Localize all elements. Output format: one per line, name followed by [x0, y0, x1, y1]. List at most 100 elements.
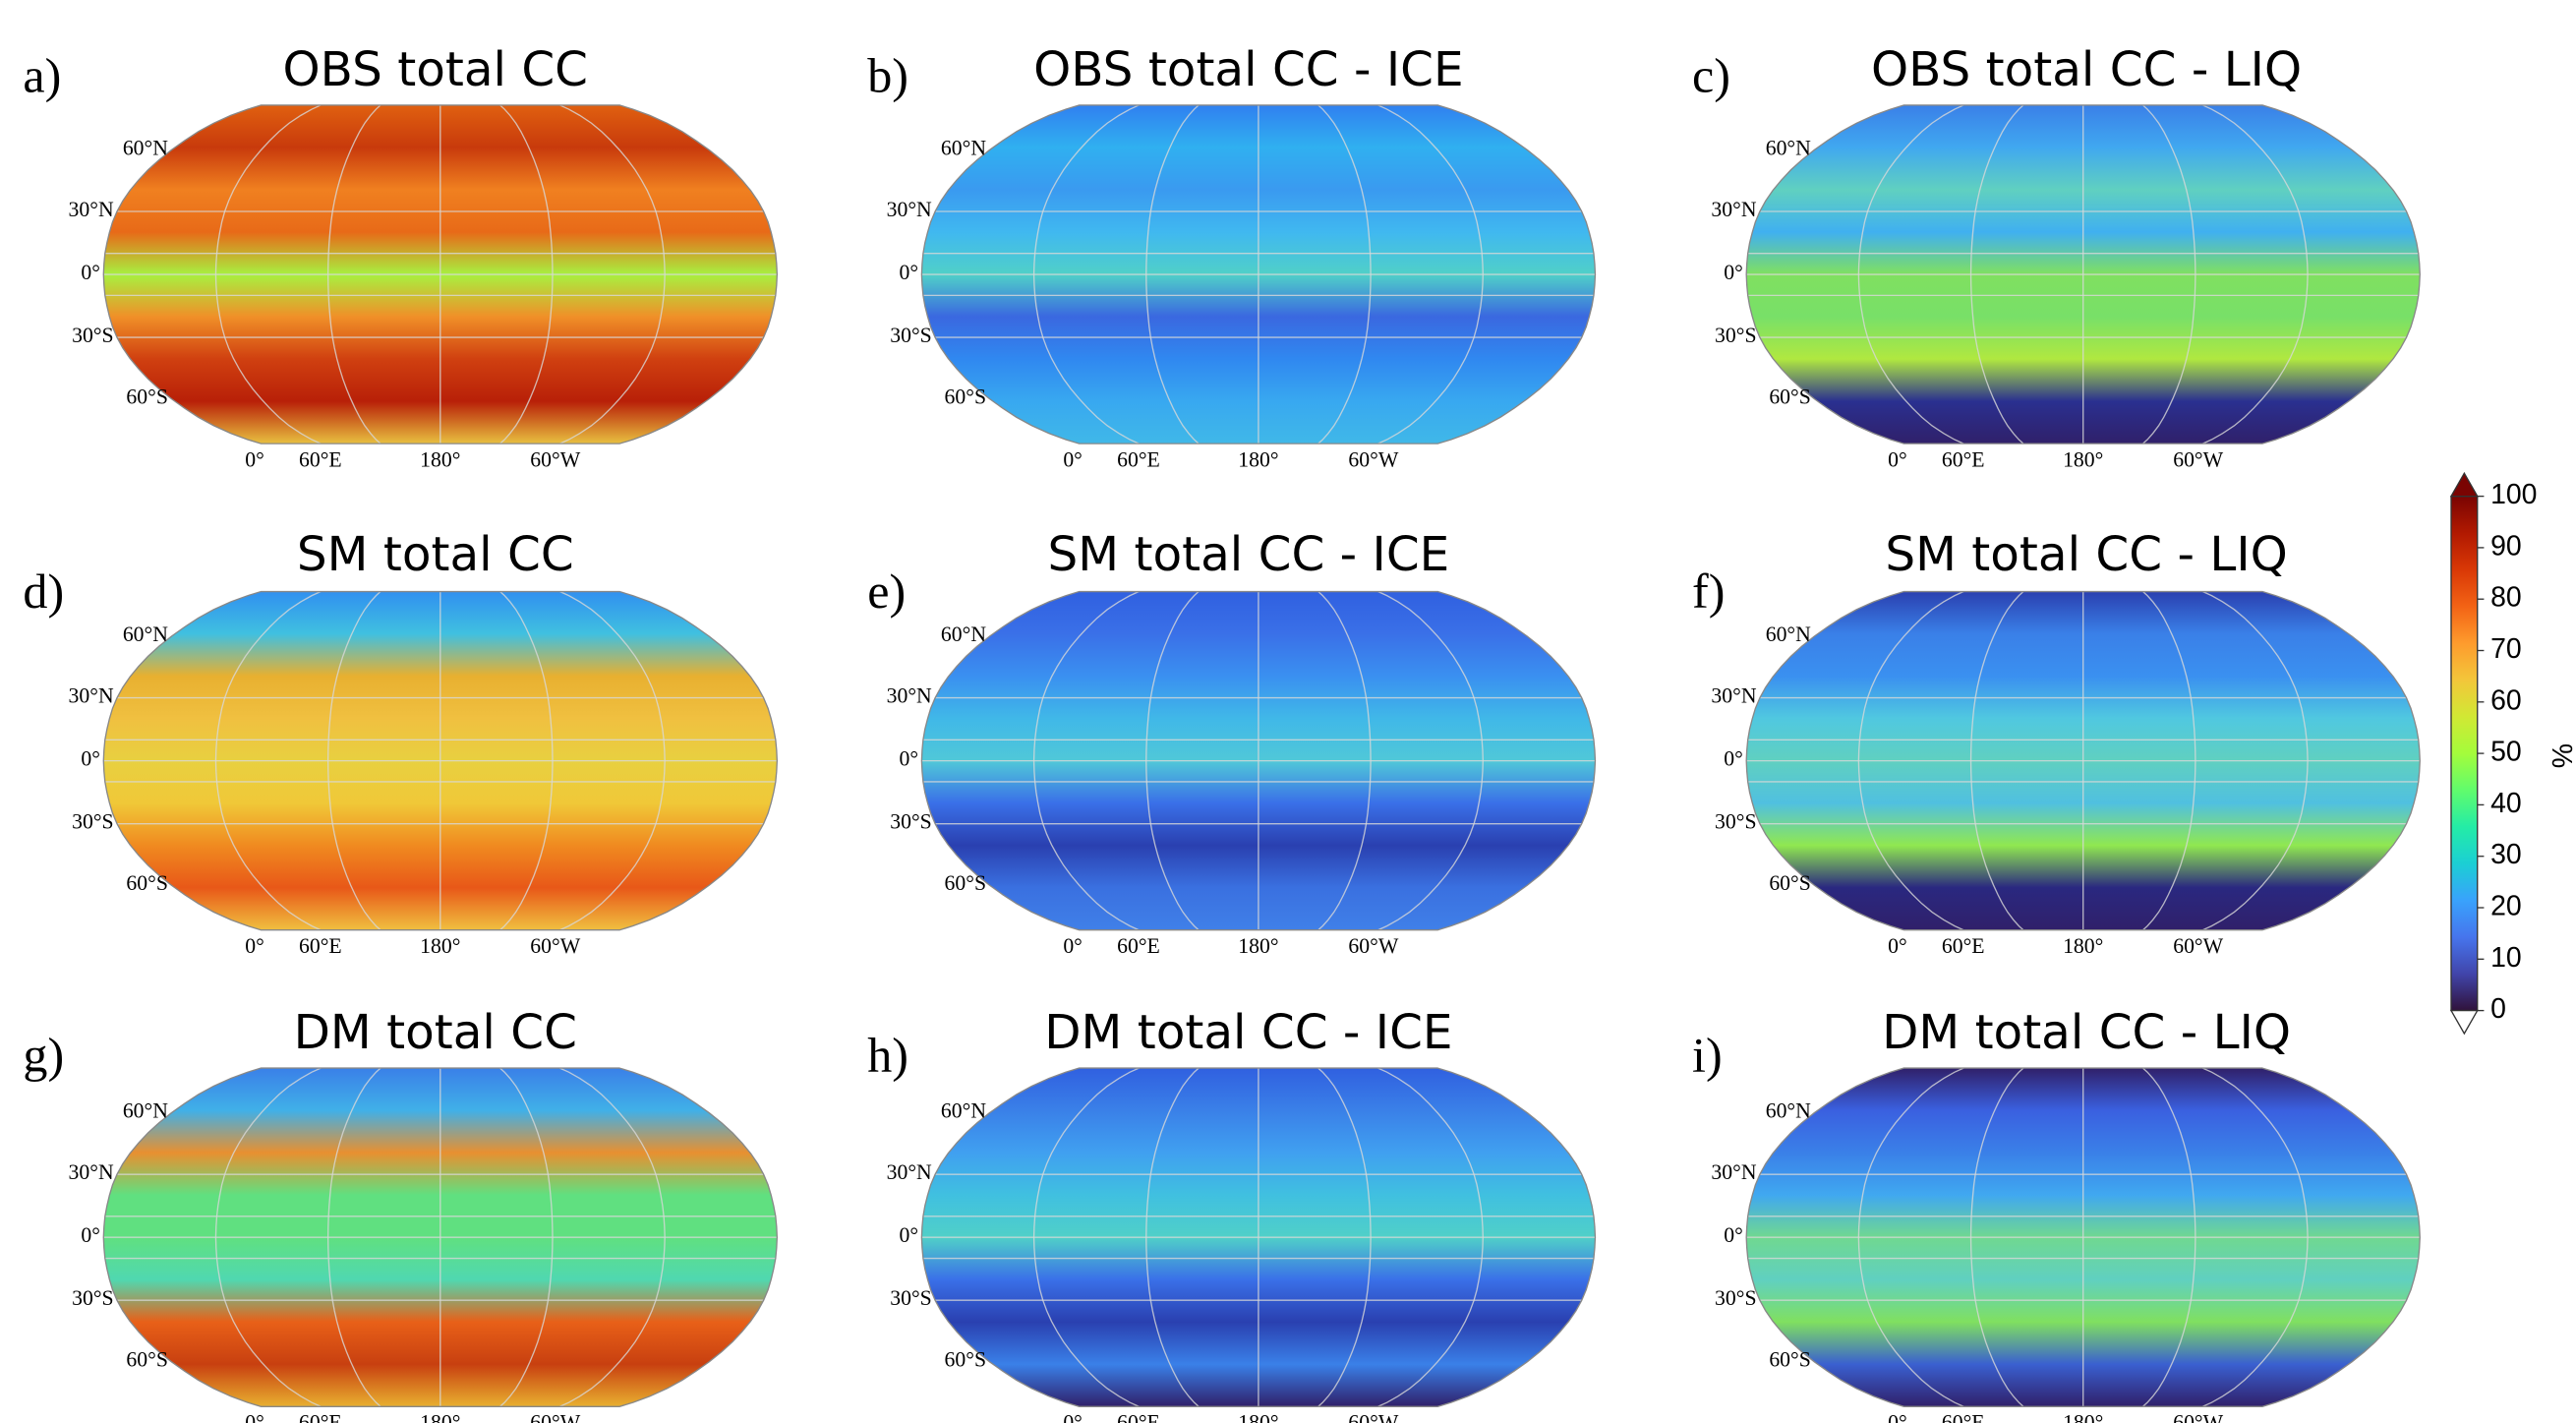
lat-label: 0° — [900, 747, 919, 771]
lat-label: 60°S — [126, 871, 167, 895]
lon-label: 60°E — [1117, 448, 1160, 472]
lat-label: 60°N — [1766, 1099, 1811, 1123]
lat-label: 30°S — [1715, 324, 1756, 347]
lat-label: 60°N — [123, 623, 168, 646]
lon-label: 60°E — [299, 448, 342, 472]
lat-label: 30°S — [1715, 810, 1756, 834]
lon-label: 0° — [1063, 934, 1083, 958]
panel-title: SM total CC - LIQ — [1885, 527, 2287, 582]
lat-label: 60°S — [1769, 871, 1810, 895]
panel-label: e) — [867, 563, 906, 619]
colorbar-tick-label: 50 — [2490, 737, 2522, 768]
lon-label: 180° — [2063, 1411, 2103, 1423]
lat-label: 0° — [81, 747, 100, 771]
lon-label: 0° — [245, 448, 264, 472]
lat-label: 30°S — [72, 1286, 113, 1310]
lon-label: 0° — [245, 1411, 264, 1423]
lon-label: 0° — [1888, 448, 1907, 472]
panel-label: h) — [867, 1027, 908, 1082]
lat-label: 60°S — [945, 871, 986, 895]
lat-label: 0° — [1724, 1223, 1743, 1247]
map-panel — [921, 592, 1595, 930]
lat-label: 30°S — [72, 810, 113, 834]
panel-label: a) — [23, 48, 61, 103]
map-panel — [921, 105, 1595, 444]
lat-label: 30°N — [69, 684, 114, 708]
lon-label: 180° — [420, 934, 460, 958]
lon-label: 60°E — [1942, 934, 1985, 958]
lat-label: 30°S — [890, 1286, 931, 1310]
colorbar-tick-label: 100 — [2490, 479, 2537, 510]
lat-label: 0° — [81, 1223, 100, 1247]
lat-label: 60°S — [126, 1348, 167, 1372]
colorbar-extend-min — [2451, 1011, 2478, 1034]
lat-label: 30°N — [887, 1160, 932, 1184]
lat-label: 60°N — [1766, 137, 1811, 160]
colorbar — [2451, 497, 2478, 1011]
lat-label: 60°N — [123, 137, 168, 160]
lon-label: 60°W — [2173, 1411, 2223, 1423]
lat-label: 30°N — [1711, 198, 1756, 221]
lat-label: 0° — [81, 261, 100, 284]
colorbar-tick-label: 80 — [2490, 582, 2522, 614]
colorbar-tick-label: 70 — [2490, 633, 2522, 665]
map-panel — [921, 1068, 1595, 1406]
lon-label: 0° — [1063, 1411, 1083, 1423]
lat-label: 60°N — [941, 137, 986, 160]
colorbar-tick-label: 0 — [2490, 993, 2506, 1025]
lat-label: 30°N — [887, 684, 932, 708]
map-panel — [103, 105, 777, 444]
lon-label: 60°E — [299, 1411, 342, 1423]
colorbar-tick-label: 20 — [2490, 891, 2522, 922]
colorbar-tick-label: 10 — [2490, 942, 2522, 974]
lat-label: 60°N — [123, 1099, 168, 1123]
lon-label: 60°E — [299, 934, 342, 958]
lat-label: 30°N — [887, 198, 932, 221]
lon-label: 180° — [420, 1411, 460, 1423]
panel-label: i) — [1692, 1027, 1723, 1082]
lat-label: 60°N — [941, 1099, 986, 1123]
colorbar-tick-label: 90 — [2490, 530, 2522, 562]
lon-label: 60°W — [1348, 448, 1398, 472]
lat-label: 30°S — [72, 324, 113, 347]
lat-label: 30°N — [69, 198, 114, 221]
colorbar-tick-label: 40 — [2490, 788, 2522, 819]
lat-label: 30°N — [69, 1160, 114, 1184]
panel-label: b) — [867, 48, 908, 103]
panel-title: DM total CC — [294, 1005, 577, 1060]
lat-label: 0° — [900, 1223, 919, 1247]
lon-label: 0° — [245, 934, 264, 958]
lat-label: 30°N — [1711, 1160, 1756, 1184]
lon-label: 60°W — [1348, 934, 1398, 958]
panel-label: c) — [1692, 48, 1730, 103]
colorbar-extend-max — [2451, 473, 2478, 496]
lon-label: 60°W — [530, 448, 580, 472]
panel-title: OBS total CC - ICE — [1033, 42, 1463, 97]
lon-label: 0° — [1888, 1411, 1907, 1423]
lat-label: 30°S — [890, 810, 931, 834]
panel-title: SM total CC - ICE — [1048, 527, 1450, 582]
lat-label: 0° — [900, 261, 919, 284]
panel-title: SM total CC — [297, 527, 574, 582]
panel-title: OBS total CC - LIQ — [1871, 42, 2302, 97]
lon-label: 180° — [2063, 448, 2103, 472]
panel-label: g) — [23, 1027, 64, 1082]
colorbar-label: % — [2546, 743, 2576, 768]
lat-label: 60°N — [1766, 623, 1811, 646]
lat-label: 60°S — [1769, 1348, 1810, 1372]
lat-label: 60°N — [941, 623, 986, 646]
lat-label: 30°N — [1711, 684, 1756, 708]
panel-title: DM total CC - LIQ — [1882, 1005, 2291, 1060]
lon-label: 60°W — [1348, 1411, 1398, 1423]
panel-title: OBS total CC — [283, 42, 588, 97]
panel-title: DM total CC - ICE — [1044, 1005, 1452, 1060]
lon-label: 60°W — [2173, 448, 2223, 472]
map-panel — [103, 592, 777, 930]
lat-label: 30°S — [1715, 1286, 1756, 1310]
lon-label: 180° — [1238, 448, 1278, 472]
panel-label: f) — [1692, 563, 1725, 619]
lon-label: 180° — [1238, 934, 1278, 958]
map-panel — [1746, 105, 2420, 444]
lon-label: 0° — [1888, 934, 1907, 958]
lon-label: 60°W — [530, 934, 580, 958]
